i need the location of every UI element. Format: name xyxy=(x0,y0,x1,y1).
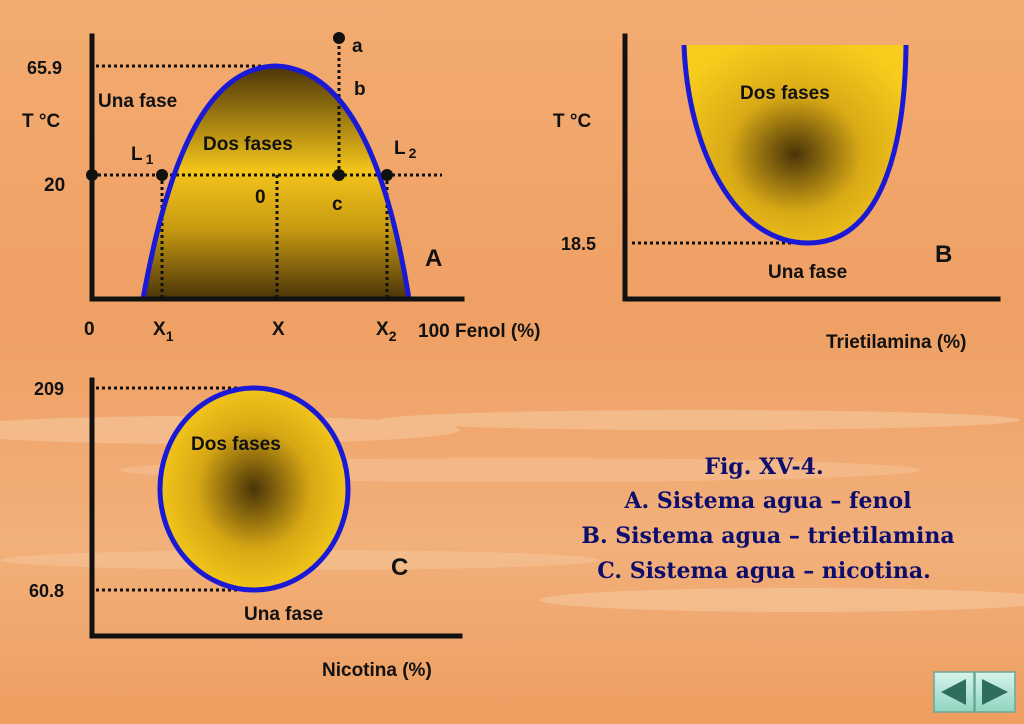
diagram-a-tick-65-9: 65.9 xyxy=(27,58,62,78)
triangle-right-icon xyxy=(982,679,1008,705)
triangle-left-icon xyxy=(941,679,966,705)
diagram-a-boundary-curve xyxy=(140,63,412,300)
background-clouds xyxy=(0,410,1024,612)
caption-line-2: A. Sistema agua – fenol xyxy=(623,488,911,514)
caption-line-4: C. Sistema agua – nicotina. xyxy=(597,558,930,584)
diagram-c-tick-60-8: 60.8 xyxy=(29,581,64,601)
diagram-b-tick-18-5: 18.5 xyxy=(561,234,596,254)
diagram-b-letter: B xyxy=(935,241,952,268)
diagram-b-y-axis-label: T °C xyxy=(553,111,591,132)
diagram-b-region-one-phase: Una fase xyxy=(768,262,847,283)
diagram-a-x2-label: X2 xyxy=(376,319,397,344)
diagram-a-label-b: b xyxy=(354,79,366,100)
diagram-a-x-end-label: 100 Fenol (%) xyxy=(418,321,540,342)
diagram-c-letter: C xyxy=(391,554,408,581)
diagram-a-point-c xyxy=(333,169,345,181)
diagram-a-region-one-phase: Una fase xyxy=(98,91,177,112)
diagram-a-label-a: a xyxy=(352,36,363,57)
next-slide-button[interactable] xyxy=(974,671,1016,713)
diagram-b-two-phase-region xyxy=(684,45,906,243)
diagram-a-y-axis-label: T °C xyxy=(22,111,60,132)
diagram-b-region-two-phase: Dos fases xyxy=(740,83,830,104)
diagram-c-tick-209: 209 xyxy=(34,379,64,399)
diagram-a-letter: A xyxy=(425,245,442,272)
prev-slide-button[interactable] xyxy=(933,671,975,713)
diagram-a-point-l1 xyxy=(156,169,168,181)
diagram-c-region-two-phase: Dos fases xyxy=(191,434,281,455)
diagram-a-point-a xyxy=(333,32,345,44)
diagram-a-region-two-phase: Dos fases xyxy=(203,134,293,155)
diagram-a-point-axis-20 xyxy=(86,169,98,181)
diagram-a: a b c 0 65.9 20 T °C Una fase Dos fases … xyxy=(22,32,540,344)
diagram-c-region-one-phase: Una fase xyxy=(244,604,323,625)
diagram-c-guides xyxy=(96,386,254,592)
diagram-a-tick-20: 20 xyxy=(44,175,65,196)
caption-line-1: Fig. XV-4. xyxy=(704,454,823,480)
diagram-a-label-c: c xyxy=(332,194,343,215)
diagram-a-x-origin: 0 xyxy=(84,319,95,340)
diagram-a-axes xyxy=(89,33,465,302)
diagram-c-axes xyxy=(89,377,463,639)
diagram-a-point-l2 xyxy=(381,169,393,181)
caption-line-3: B. Sistema agua – trietilamina xyxy=(581,523,954,549)
diagram-a-x-label: X xyxy=(272,319,285,340)
diagram-a-x1-label: X1 xyxy=(153,319,174,344)
figure-caption: Fig. XV-4. A. Sistema agua – fenol B. Si… xyxy=(581,454,954,584)
diagram-b: Dos fases T °C 18.5 Una fase B Trietilam… xyxy=(553,33,1001,353)
diagram-c-x-axis-label: Nicotina (%) xyxy=(322,660,432,681)
diagram-b-x-axis-label: Trietilamina (%) xyxy=(826,332,966,353)
diagram-c-boundary-curve xyxy=(157,385,351,593)
diagram-b-axes xyxy=(622,33,1001,302)
diagram-c-two-phase-region xyxy=(160,388,348,590)
diagram-c: 209 60.8 Dos fases Una fase C Nicotina (… xyxy=(29,377,463,681)
nav-controls xyxy=(933,671,1016,713)
diagram-a-label-0: 0 xyxy=(255,187,266,208)
diagram-b-boundary-curve xyxy=(681,44,909,246)
